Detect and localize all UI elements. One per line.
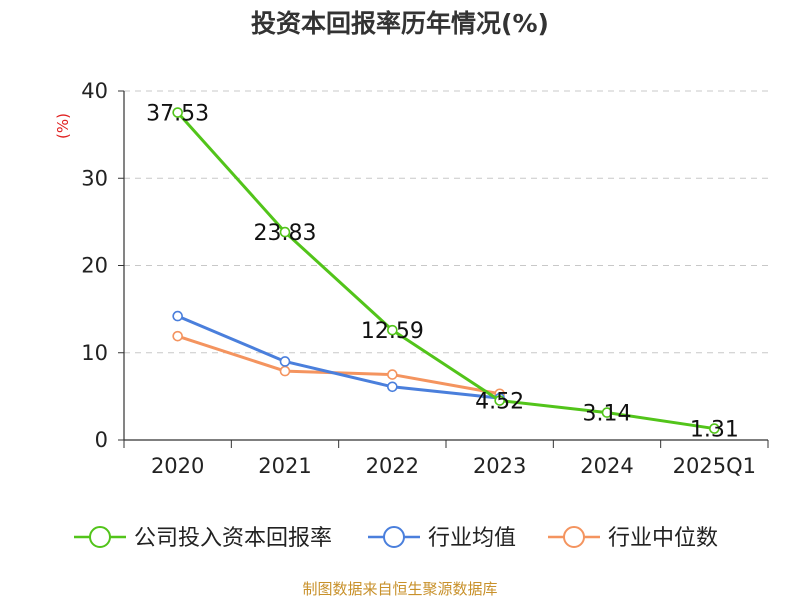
chart-title: 投资本回报率历年情况(%) — [251, 9, 549, 38]
x-tick-label: 2020 — [151, 454, 204, 478]
series-line-2 — [177, 334, 500, 396]
x-tick-label: 2021 — [258, 454, 311, 478]
data-label: 4.52 — [475, 390, 524, 415]
data-point-2 — [387, 369, 398, 380]
data-label: 1.31 — [690, 418, 739, 443]
y-tick-label: 40 — [81, 79, 108, 103]
legend: 公司投入资本回报率 行业均值 行业中位数 — [74, 526, 718, 551]
series-line-0 — [176, 111, 715, 431]
legend-label: 行业中位数 — [608, 526, 718, 551]
data-point-0 — [601, 407, 613, 418]
data-point-2 — [279, 365, 291, 377]
data-point-0 — [387, 324, 398, 336]
legend-marker-2 — [563, 526, 585, 548]
data-point-1 — [279, 356, 291, 367]
data-point-0 — [494, 395, 505, 406]
data-label: 37.53 — [146, 102, 209, 127]
x-tick-label: 2023 — [473, 454, 526, 478]
legend-label: 公司投入资本回报率 — [134, 526, 332, 551]
x-tick-label: 2022 — [366, 454, 419, 478]
data-labels: 37.53 23.83 12.59 4.52 3.14 1.31 — [146, 102, 739, 443]
legend-label: 行业均值 — [428, 526, 516, 551]
series — [172, 107, 720, 434]
y-axis-label: (%) — [54, 113, 72, 139]
x-tick-label: 2024 — [580, 454, 633, 478]
x-tick-label: 2025Q1 — [673, 454, 756, 478]
data-label: 12.59 — [361, 319, 424, 344]
data-point-1 — [172, 310, 183, 322]
y-tick-label: 0 — [95, 428, 108, 452]
legend-marker-1 — [383, 526, 405, 548]
data-label: 23.83 — [254, 221, 317, 246]
data-point-1 — [387, 381, 398, 393]
axes: 0 10 20 30 40 2020 2021 2022 2023 2024 2025Q1 — [81, 79, 769, 478]
data-point-0 — [172, 107, 183, 118]
series-line-1 — [177, 314, 500, 400]
y-tick-label: 30 — [81, 166, 108, 190]
y-tick-label: 10 — [81, 341, 108, 365]
y-tick-label: 20 — [81, 254, 108, 278]
data-point-0 — [279, 226, 291, 238]
data-point-0 — [709, 423, 720, 434]
data-point-2 — [172, 330, 183, 342]
data-label: 3.14 — [583, 402, 632, 427]
source-note: 制图数据来自恒生聚源数据库 — [302, 580, 498, 598]
grid-lines — [124, 90, 768, 354]
legend-marker-0 — [89, 526, 111, 548]
